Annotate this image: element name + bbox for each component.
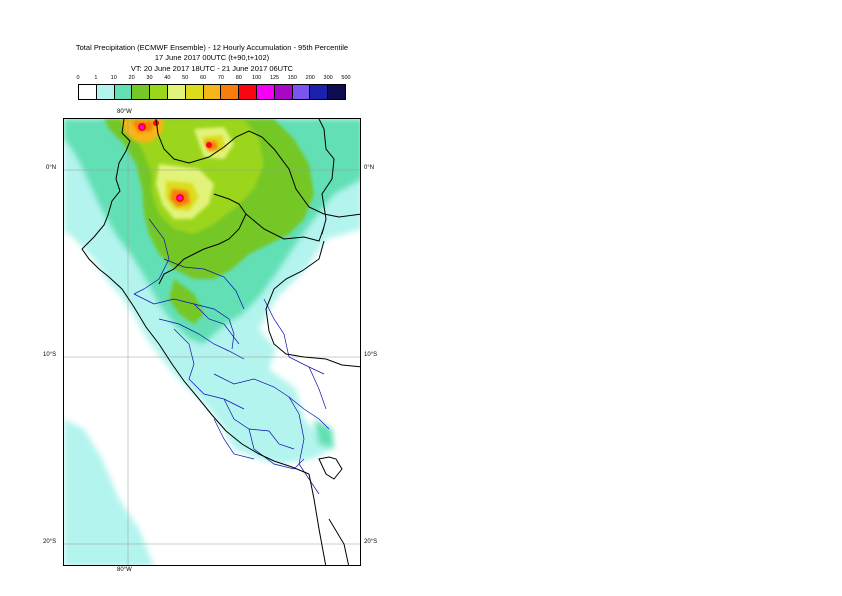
legend-swatch: [239, 85, 257, 99]
legend-swatch: [150, 85, 168, 99]
legend-tick-label: 50: [182, 75, 189, 81]
legend-tick-label: 150: [287, 75, 297, 81]
grid-label-lat-eq-left: 0°N: [46, 165, 57, 171]
precipitation-map: [64, 119, 360, 565]
legend-swatch: [185, 85, 204, 99]
title-line-2: 17 June 2017 00UTC (t+90,t+102): [154, 53, 270, 62]
grid-label-lat-10-left: 10°S: [43, 352, 57, 358]
national-borders: [81, 119, 360, 565]
legend-swatch: [310, 85, 329, 99]
title-line-1: Total Precipitation (ECMWF Ensemble) - 1…: [75, 43, 349, 52]
legend-tick-label: 30: [146, 75, 153, 81]
legend-tick-label: 300: [323, 75, 333, 81]
legend-tick-label: 40: [164, 75, 171, 81]
legend-swatch: [79, 85, 97, 99]
legend-tick-label: 200: [305, 75, 315, 81]
title-line-3: VT: 20 June 2017 18UTC - 21 June 2017 06…: [130, 64, 294, 73]
legend-swatch: [274, 85, 293, 99]
legend-swatch: [292, 85, 311, 99]
legend-swatch: [221, 85, 240, 99]
legend-swatch: [114, 85, 133, 99]
legend-tick-label: 500: [341, 75, 351, 81]
legend-swatch: [203, 85, 222, 99]
color-legend: [78, 84, 346, 100]
legend-tick-label: 60: [200, 75, 207, 81]
legend-tick-label: 125: [269, 75, 280, 81]
map-panel: [63, 118, 361, 566]
legend-tick-label: 0: [76, 75, 80, 81]
precip-band-80-plus: [138, 120, 212, 202]
grid-label-lat-20-right: 20°S: [364, 539, 378, 545]
legend-swatch: [328, 85, 345, 99]
graticule: [64, 119, 360, 565]
legend-tick-label: 70: [217, 75, 224, 81]
grid-label-lat-20-left: 20°S: [43, 539, 57, 545]
legend-swatch: [167, 85, 186, 99]
legend-swatch: [132, 85, 151, 99]
legend-tick-label: 10: [110, 75, 117, 81]
legend-tick-label: 100: [252, 75, 262, 81]
admin-boundaries: [133, 218, 330, 495]
legend-tick-label: 80: [235, 75, 242, 81]
legend-tick-label: 20: [128, 75, 135, 81]
grid-label-lat-eq-right: 0°N: [364, 165, 375, 171]
grid-label-lat-10-right: 10°S: [364, 352, 378, 358]
legend-swatch: [96, 85, 115, 99]
grid-label-lon-bottom: 80°W: [117, 567, 132, 573]
legend-tick-label: 1: [94, 75, 98, 81]
grid-label-lon-top: 80°W: [117, 109, 132, 115]
legend-swatch: [256, 85, 275, 99]
